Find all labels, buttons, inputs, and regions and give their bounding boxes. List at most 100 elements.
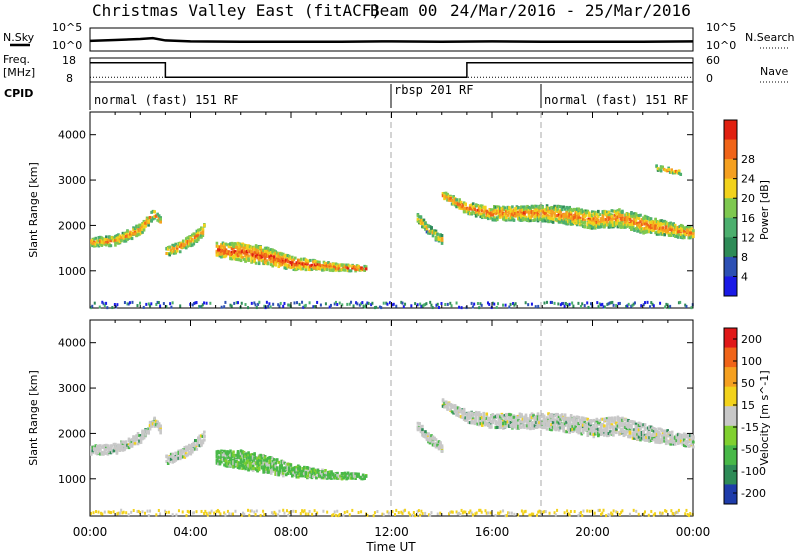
echo-cell bbox=[527, 219, 531, 223]
echo-cell bbox=[642, 231, 645, 235]
echo-cell bbox=[544, 207, 547, 211]
echo-cell bbox=[483, 207, 487, 211]
echo-cell bbox=[497, 207, 501, 211]
echo-cell bbox=[304, 258, 308, 262]
echo-cell bbox=[235, 252, 238, 256]
ground-scatter-cell bbox=[268, 302, 271, 306]
echo-cell bbox=[595, 419, 599, 423]
echo-cell bbox=[111, 444, 114, 448]
ground-scatter-cell bbox=[113, 303, 116, 307]
echo-cell bbox=[524, 217, 528, 221]
echo-cell bbox=[441, 192, 445, 196]
echo-cell bbox=[443, 191, 446, 195]
echo-cell bbox=[307, 266, 311, 270]
ground-scatter-cell bbox=[333, 302, 336, 306]
echo-cell bbox=[655, 226, 659, 230]
echo-cell bbox=[239, 456, 243, 460]
echo-cell bbox=[491, 421, 495, 425]
ground-scatter-cell bbox=[488, 302, 491, 306]
echo-cell bbox=[485, 421, 489, 425]
echo-cell bbox=[126, 229, 129, 233]
echo-cell bbox=[269, 469, 273, 473]
echo-cell bbox=[201, 433, 205, 437]
echo-cell bbox=[201, 229, 205, 233]
echo-cell bbox=[598, 222, 602, 226]
echo-cell bbox=[544, 422, 547, 426]
echo-cell bbox=[150, 423, 153, 427]
ground-scatter-cell bbox=[630, 304, 633, 308]
echo-cell bbox=[345, 477, 348, 481]
echo-cell bbox=[574, 219, 578, 223]
echo-cell bbox=[594, 226, 597, 230]
echo-cell bbox=[598, 432, 602, 436]
ground-scatter-cell bbox=[385, 301, 388, 305]
echo-cell bbox=[594, 427, 597, 431]
echo-cell bbox=[548, 206, 552, 210]
echo-cell bbox=[328, 473, 332, 477]
echo-cell bbox=[129, 235, 132, 239]
echo-cell bbox=[304, 268, 308, 272]
echo-cell bbox=[224, 451, 228, 455]
echo-cell bbox=[138, 225, 141, 229]
echo-cell bbox=[604, 431, 608, 435]
echo-cell bbox=[508, 419, 511, 423]
echo-cell bbox=[124, 440, 128, 444]
echo-cell bbox=[633, 219, 636, 223]
echo-cell bbox=[538, 418, 541, 422]
echo-cell bbox=[511, 212, 514, 216]
echo-cell bbox=[218, 246, 222, 250]
echo-cell bbox=[565, 220, 568, 224]
echo-cell bbox=[191, 448, 194, 452]
echo-cell bbox=[470, 413, 473, 417]
echo-cell bbox=[154, 214, 158, 218]
echo-cell bbox=[446, 195, 449, 199]
ground-scatter-cell bbox=[147, 302, 150, 306]
echo-cell bbox=[587, 422, 591, 426]
ground-scatter-cell bbox=[106, 306, 109, 310]
echo-cell bbox=[646, 226, 650, 230]
echo-cell bbox=[265, 467, 268, 471]
echo-cell bbox=[277, 473, 281, 477]
echo-cell bbox=[656, 168, 660, 172]
echo-cell bbox=[554, 428, 558, 432]
echo-cell bbox=[239, 463, 243, 467]
echo-cell bbox=[129, 230, 132, 234]
echo-cell bbox=[265, 259, 268, 263]
echo-cell bbox=[566, 214, 570, 218]
echo-cell bbox=[169, 457, 173, 461]
ground-scatter-cell bbox=[244, 303, 247, 307]
ground-scatter-cell bbox=[127, 302, 130, 306]
echo-cell bbox=[462, 407, 466, 411]
ground-scatter-cell bbox=[446, 302, 449, 306]
echo-cell bbox=[239, 454, 243, 458]
echo-cell bbox=[545, 213, 549, 217]
ground-scatter-cell bbox=[690, 306, 693, 310]
echo-cell bbox=[590, 430, 594, 434]
echo-cell bbox=[550, 214, 553, 218]
echo-cell bbox=[354, 472, 357, 476]
echo-cell bbox=[639, 213, 642, 217]
echo-cell bbox=[603, 428, 606, 432]
echo-cell bbox=[425, 225, 429, 229]
echo-cell bbox=[135, 434, 138, 438]
echo-cell bbox=[631, 223, 635, 227]
echo-cell bbox=[301, 262, 305, 266]
echo-cell bbox=[679, 229, 683, 233]
echo-cell bbox=[610, 223, 614, 227]
echo-cell bbox=[191, 444, 194, 448]
echo-cell bbox=[592, 217, 596, 221]
echo-cell bbox=[295, 475, 299, 479]
echo-cell bbox=[194, 232, 197, 236]
echo-cell bbox=[275, 466, 279, 470]
echo-cell bbox=[181, 455, 185, 459]
echo-cell bbox=[169, 248, 173, 252]
echo-cell bbox=[474, 415, 478, 419]
echo-cell bbox=[318, 263, 321, 267]
echo-cell bbox=[637, 217, 641, 221]
echo-cell bbox=[569, 213, 573, 217]
echo-cell bbox=[248, 465, 252, 469]
echo-cell bbox=[446, 402, 449, 406]
echo-cell bbox=[542, 214, 546, 218]
echo-cell bbox=[520, 420, 523, 424]
echo-cell bbox=[184, 448, 188, 452]
